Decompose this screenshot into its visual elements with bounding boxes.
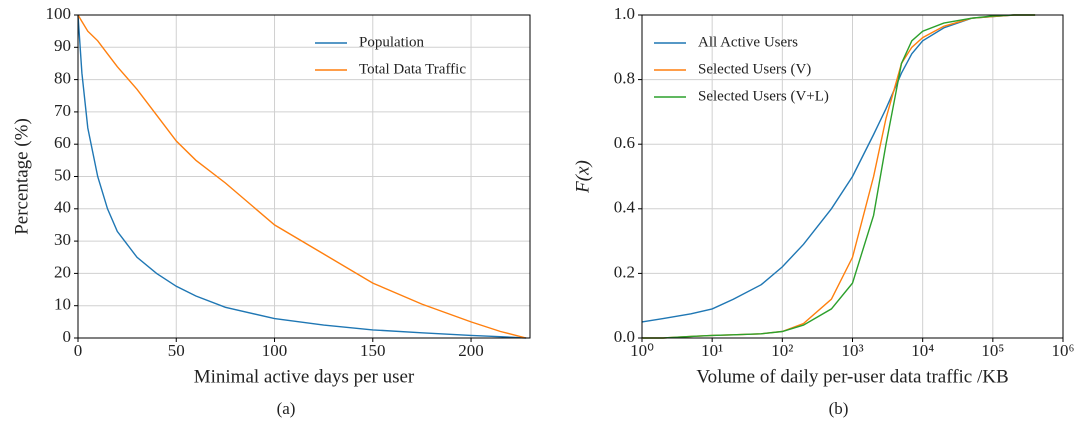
y-tick-label: 0.4 bbox=[614, 198, 636, 217]
x-tick-label: 150 bbox=[360, 341, 386, 360]
x-tick-label: 200 bbox=[458, 341, 484, 360]
y-tick-label: 0.6 bbox=[614, 133, 635, 152]
legend-label: Population bbox=[359, 34, 425, 50]
plot-frame bbox=[77, 14, 531, 339]
y-tick-label: 40 bbox=[54, 198, 71, 217]
x-tick-label: 10⁶ bbox=[1052, 341, 1075, 360]
legend-label: All Active Users bbox=[698, 34, 798, 50]
x-axis-label: Minimal active days per user bbox=[194, 366, 415, 387]
x-tick-label: 10⁰ bbox=[630, 341, 654, 360]
series-line bbox=[642, 14, 1036, 339]
caption: (b) bbox=[829, 399, 849, 418]
y-tick-label: 10 bbox=[54, 295, 71, 314]
x-tick-label: 100 bbox=[262, 341, 288, 360]
x-tick-label: 50 bbox=[168, 341, 185, 360]
y-axis-label: Percentage (%) bbox=[11, 118, 32, 235]
series-line bbox=[77, 14, 527, 339]
y-tick-label: 1.0 bbox=[614, 4, 635, 23]
y-tick-label: 0.2 bbox=[614, 262, 635, 281]
plot-frame bbox=[641, 14, 1064, 339]
x-tick-label: 10⁴ bbox=[911, 341, 934, 360]
y-tick-label: 70 bbox=[54, 101, 71, 120]
x-tick-label: 10² bbox=[771, 341, 793, 360]
y-tick-label: 50 bbox=[54, 165, 71, 184]
y-tick-label: 0.8 bbox=[614, 69, 635, 88]
y-tick-label: 0.0 bbox=[614, 327, 635, 346]
y-tick-label: 100 bbox=[46, 4, 72, 23]
y-tick-label: 60 bbox=[54, 133, 71, 152]
y-tick-label: 30 bbox=[54, 230, 71, 249]
x-tick-label: 10¹ bbox=[701, 341, 723, 360]
caption: (a) bbox=[277, 399, 296, 418]
legend-label: Total Data Traffic bbox=[359, 61, 466, 77]
x-tick-label: 0 bbox=[74, 341, 83, 360]
x-tick-label: 10⁵ bbox=[981, 341, 1004, 360]
y-axis-label: F(x) bbox=[572, 160, 593, 194]
y-tick-label: 80 bbox=[54, 69, 71, 88]
y-tick-label: 20 bbox=[54, 262, 71, 281]
series-line bbox=[77, 14, 527, 339]
legend-label: Selected Users (V+L) bbox=[698, 88, 829, 104]
legend-label: Selected Users (V) bbox=[698, 61, 811, 77]
y-tick-label: 0 bbox=[63, 327, 72, 346]
y-tick-label: 90 bbox=[54, 36, 71, 55]
x-tick-label: 10³ bbox=[841, 341, 863, 360]
x-axis-label: Volume of daily per-user data traffic /K… bbox=[696, 366, 1008, 387]
